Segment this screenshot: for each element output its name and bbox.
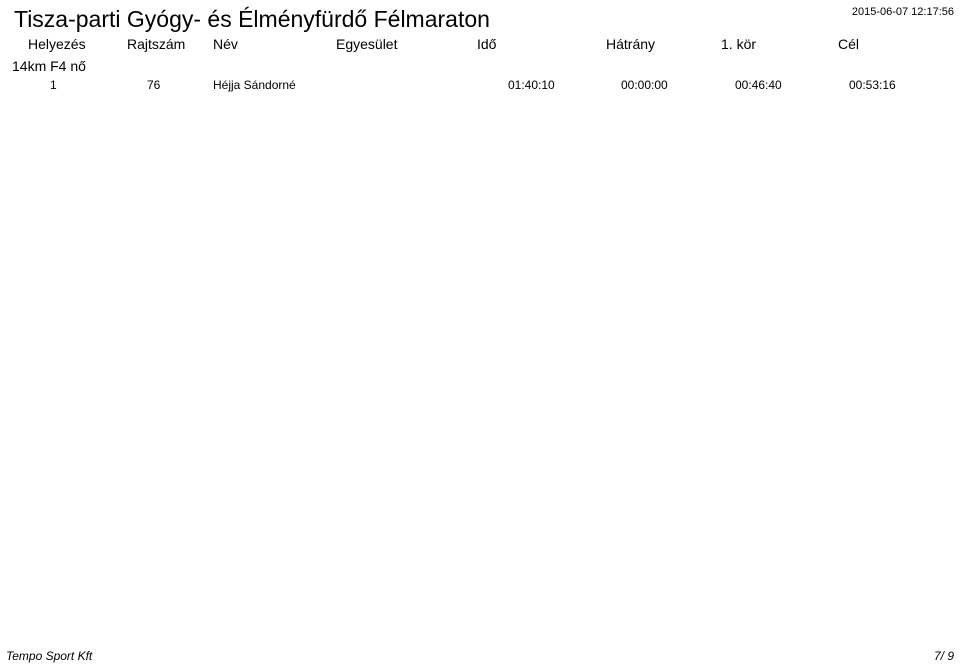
header-name: Név	[213, 36, 238, 52]
cell-gap: 00:00:00	[621, 78, 668, 92]
footer-company: Tempo Sport Kft	[6, 649, 92, 663]
print-timestamp: 2015-06-07 12:17:56	[852, 6, 954, 18]
results-page: Tisza-parti Gyógy- és Élményfürdő Félmar…	[0, 0, 960, 669]
cell-name: Héjja Sándorné	[213, 78, 296, 92]
header-lap1: 1. kör	[721, 36, 756, 52]
header-place: Helyezés	[28, 36, 86, 52]
cell-finish: 00:53:16	[849, 78, 896, 92]
header-club: Egyesület	[336, 36, 397, 52]
category-label: 14km F4 nő	[12, 58, 86, 74]
footer-page-number: 7/ 9	[934, 649, 954, 663]
cell-lap1: 00:46:40	[735, 78, 782, 92]
header-finish: Cél	[838, 36, 859, 52]
event-title: Tisza-parti Gyógy- és Élményfürdő Félmar…	[14, 6, 490, 33]
cell-time: 01:40:10	[508, 78, 555, 92]
header-time: Idő	[477, 36, 496, 52]
header-gap: Hátrány	[606, 36, 655, 52]
cell-place: 1	[50, 78, 57, 92]
cell-bib: 76	[147, 78, 160, 92]
header-bib: Rajtszám	[127, 36, 185, 52]
